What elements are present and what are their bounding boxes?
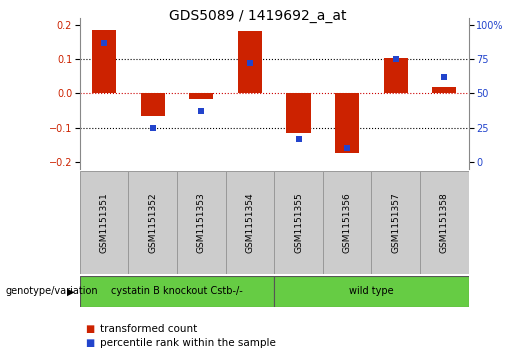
Bar — [177, 171, 226, 274]
Bar — [286, 94, 311, 133]
Bar — [141, 94, 165, 116]
Bar — [80, 171, 128, 274]
Bar — [371, 171, 420, 274]
Text: GSM1151353: GSM1151353 — [197, 192, 206, 253]
Text: cystatin B knockout Cstb-/-: cystatin B knockout Cstb-/- — [111, 286, 243, 296]
Text: GSM1151357: GSM1151357 — [391, 192, 400, 253]
Text: ▶: ▶ — [67, 286, 75, 297]
Text: ■: ■ — [85, 323, 94, 334]
Bar — [274, 171, 323, 274]
Bar — [92, 30, 116, 94]
Text: GSM1151354: GSM1151354 — [246, 192, 254, 253]
Bar — [128, 171, 177, 274]
Bar — [335, 94, 359, 154]
Text: GSM1151352: GSM1151352 — [148, 192, 157, 253]
Text: GSM1151351: GSM1151351 — [99, 192, 109, 253]
Text: wild type: wild type — [349, 286, 394, 296]
Text: percentile rank within the sample: percentile rank within the sample — [100, 338, 277, 348]
Text: genotype/variation: genotype/variation — [5, 286, 98, 297]
Text: ■: ■ — [85, 338, 94, 348]
Bar — [384, 58, 408, 94]
Bar — [238, 31, 262, 94]
Bar — [420, 171, 469, 274]
Bar — [323, 171, 371, 274]
Text: GDS5089 / 1419692_a_at: GDS5089 / 1419692_a_at — [169, 9, 346, 23]
Bar — [274, 276, 469, 307]
Bar — [189, 94, 214, 99]
Bar — [80, 276, 274, 307]
Bar — [432, 87, 456, 94]
Text: GSM1151356: GSM1151356 — [342, 192, 352, 253]
Text: GSM1151358: GSM1151358 — [440, 192, 449, 253]
Bar — [226, 171, 274, 274]
Text: GSM1151355: GSM1151355 — [294, 192, 303, 253]
Text: transformed count: transformed count — [100, 323, 198, 334]
